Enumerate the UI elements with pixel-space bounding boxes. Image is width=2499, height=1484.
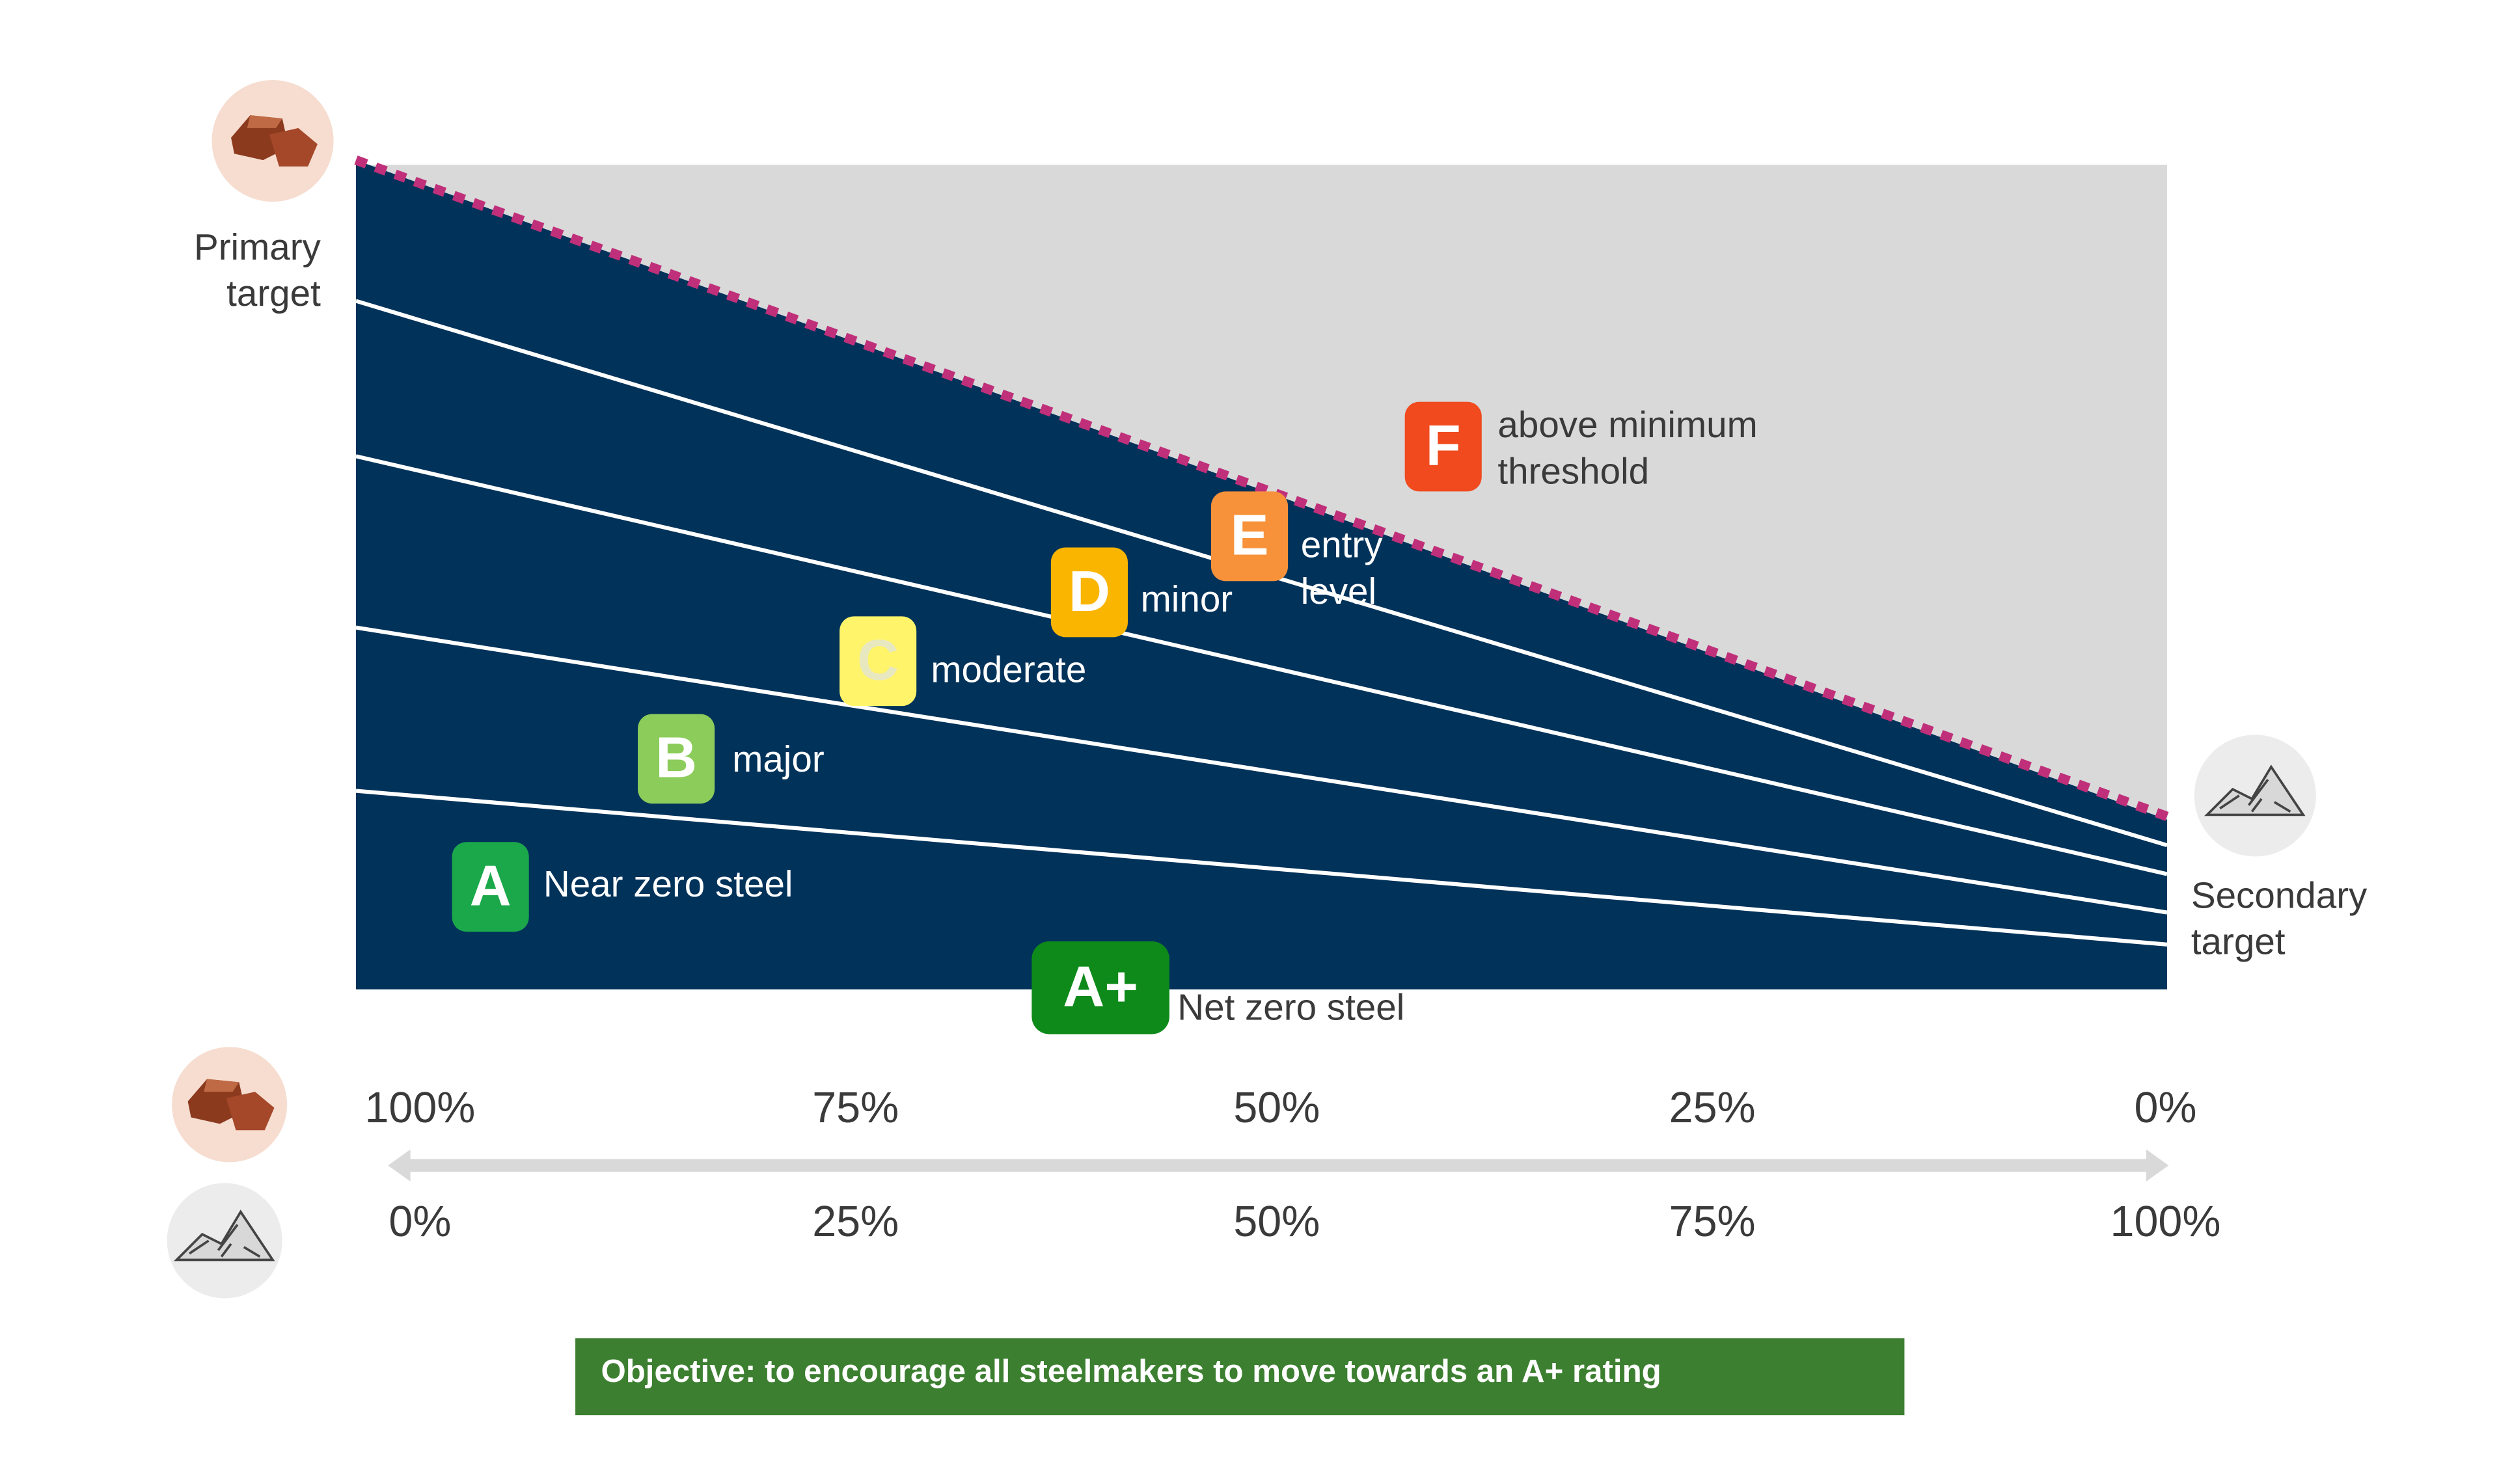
threshold-line — [354, 155, 2169, 821]
badge-letter: B — [655, 725, 697, 790]
rating-label: moderate — [931, 649, 1086, 690]
badge — [638, 714, 715, 804]
badge-letter: A+ — [1063, 954, 1138, 1019]
rating-label: major — [732, 738, 824, 779]
badge — [840, 616, 917, 707]
badge-letter: C — [857, 628, 899, 692]
secondary-share-tick: 100% — [2110, 1198, 2221, 1246]
primary-label: Primary — [194, 226, 321, 267]
badge — [452, 842, 529, 932]
badge — [1050, 547, 1128, 638]
rating-label: entry — [1301, 524, 1383, 565]
objective-box — [575, 1338, 1905, 1416]
objective-text: Objective: to encourage all steelmakers … — [601, 1353, 1661, 1389]
secondary-share-tick: 25% — [812, 1198, 899, 1246]
primary-share-tick: 50% — [1233, 1084, 1320, 1132]
secondary-share-tick: 75% — [1669, 1198, 1756, 1246]
badge-letter: D — [1069, 559, 1110, 623]
badge-letter: A — [470, 854, 512, 918]
rating-label: Near zero steel — [543, 863, 793, 904]
rating-label: Net zero steel — [1177, 987, 1404, 1028]
badge — [1404, 401, 1482, 492]
badge-letter: F — [1426, 413, 1461, 478]
secondary-label: target — [2191, 921, 2286, 962]
primary-share-tick: 100% — [364, 1084, 475, 1132]
primary-label: target — [226, 273, 321, 314]
badge — [1210, 491, 1289, 582]
rating-label: above minimum — [1497, 404, 1757, 445]
rating-label: minor — [1141, 578, 1233, 619]
primary-share-tick: 75% — [812, 1084, 899, 1132]
axis-arrow — [388, 1149, 2169, 1181]
rating-label: level — [1301, 571, 1376, 612]
secondary-share-tick: 0% — [389, 1198, 451, 1246]
badge-letter: E — [1230, 503, 1268, 567]
primary-share-tick: 0% — [2134, 1084, 2196, 1132]
secondary-share-tick: 50% — [1233, 1198, 1320, 1246]
primary-share-tick: 25% — [1669, 1084, 1756, 1132]
secondary-label: Secondary — [2191, 874, 2368, 915]
rating-label: threshold — [1497, 450, 1649, 491]
badge — [1031, 941, 1169, 1034]
